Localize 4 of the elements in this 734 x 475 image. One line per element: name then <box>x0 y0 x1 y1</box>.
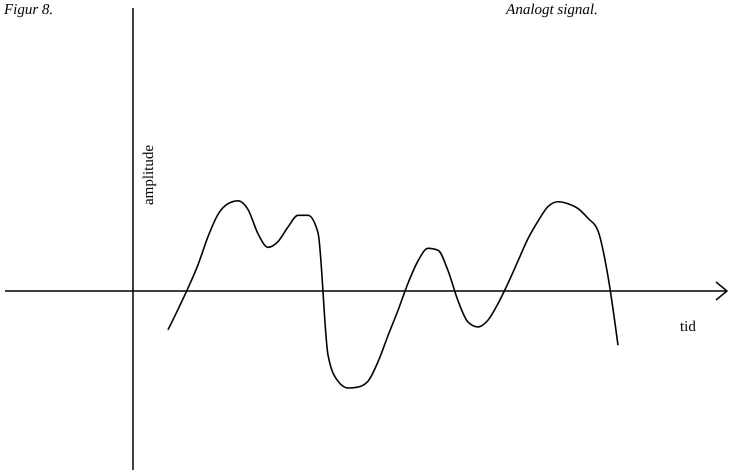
x-axis-title: tid <box>680 319 696 335</box>
y-axis-title: amplitude <box>141 144 157 205</box>
text: Figur 8. <box>3 2 54 18</box>
chart-title: Analogt signal. <box>505 2 598 18</box>
